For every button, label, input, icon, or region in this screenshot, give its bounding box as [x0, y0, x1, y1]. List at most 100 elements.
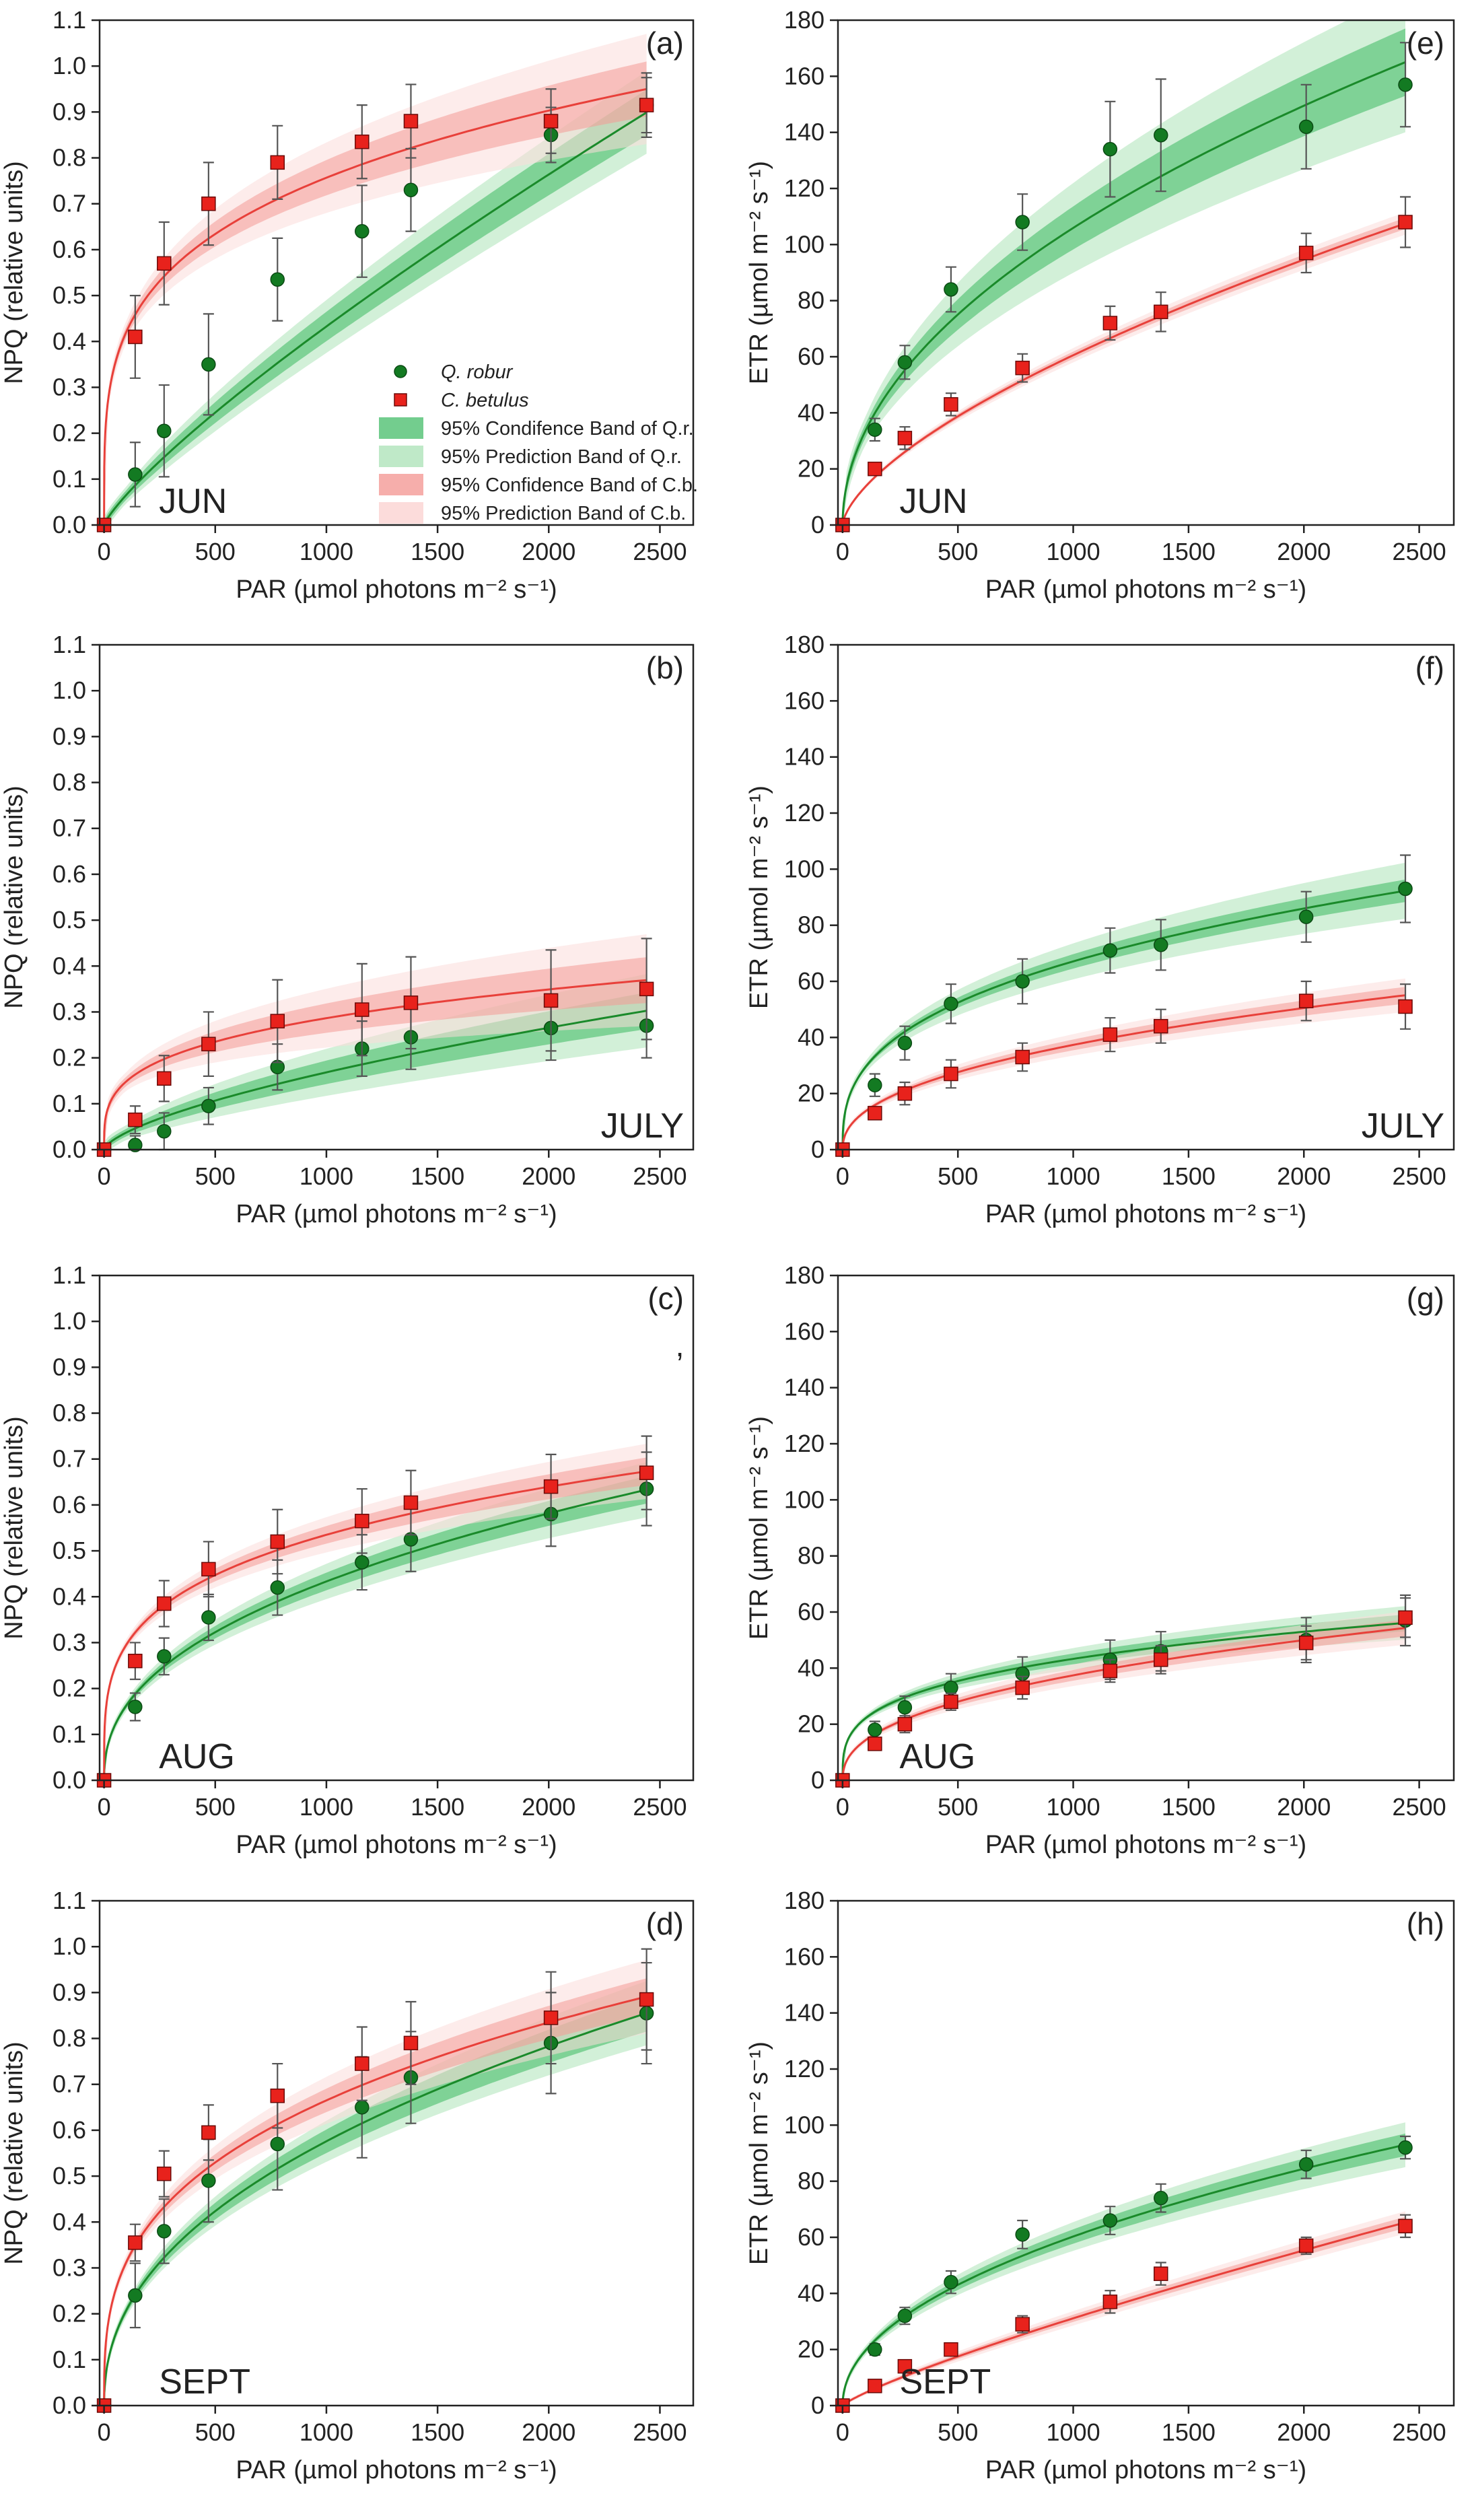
fit-line-qr — [841, 1621, 1406, 1780]
y-tick-label: 1.1 — [52, 1261, 86, 1289]
band-qr-prediction — [842, 862, 1405, 1150]
x-tick-label: 2500 — [1393, 1793, 1446, 1821]
y-tick-label: 20 — [798, 455, 824, 483]
chart-panel-h: 0 20 40 60 80 100 120 140 160 180 0 500 1000 1500 2000… — [745, 1887, 1455, 2484]
y-tick-label: 1.1 — [52, 6, 86, 34]
band-cb-confidence — [842, 2216, 1405, 2406]
legend-swatch-qr-prediction — [379, 446, 423, 467]
band-qr-confidence — [104, 1476, 647, 1780]
x-tick-label: 1500 — [411, 1793, 464, 1821]
x-tick-label: 0 — [98, 1793, 111, 1821]
y-tick-label: 0.8 — [52, 2025, 86, 2052]
legend-swatch-cb-confidence — [379, 474, 423, 495]
point-qr-3 — [944, 1680, 958, 1695]
month-label: AUG — [159, 1737, 235, 1776]
point-cb-2 — [157, 1596, 172, 1611]
band-qr-prediction — [842, 2122, 1405, 2406]
y-tick-label: 0.9 — [52, 1353, 86, 1380]
band-qr-confidence — [842, 2133, 1405, 2406]
point-cb-8 — [1398, 2218, 1413, 2234]
y-tick-label: 40 — [798, 1654, 824, 1681]
point-cb-1 — [128, 329, 143, 345]
point-qr-6 — [1154, 938, 1168, 952]
point-qr-2 — [157, 1649, 172, 1664]
x-axis-title: PAR (µmol photons m⁻² s⁻¹) — [236, 575, 557, 604]
point-cb-5 — [355, 1514, 370, 1529]
x-tick-label: 2500 — [633, 1162, 687, 1190]
x-tick-label: 0 — [836, 538, 849, 565]
plot-area — [841, 862, 1406, 1150]
point-cb-5 — [355, 134, 370, 149]
y-tick-label: 0.8 — [52, 1399, 86, 1427]
y-axis-title: NPQ (relative units) — [0, 161, 28, 384]
band-cb-prediction — [842, 978, 1405, 1150]
y-tick-label: 0.8 — [52, 769, 86, 796]
x-tick-label: 2500 — [633, 538, 687, 565]
y-tick-label: 1.0 — [52, 1307, 86, 1335]
plot-frame — [837, 19, 1455, 526]
y-tick-label: 120 — [784, 2055, 824, 2082]
y-tick-label: 0.5 — [52, 2162, 86, 2190]
y-tick-label: 160 — [784, 62, 824, 90]
y-tick-label: 120 — [784, 799, 824, 827]
point-cb-7 — [543, 1479, 559, 1494]
panel-letter: (g) — [1407, 1281, 1444, 1316]
x-tick-label: 2000 — [522, 538, 575, 565]
x-tick-label: 500 — [938, 538, 978, 565]
point-qr-2 — [897, 1700, 913, 1715]
y-tick-label: 160 — [784, 1943, 824, 1970]
y-tick-label: 0.6 — [52, 1491, 86, 1518]
month-label: JUN — [159, 482, 227, 521]
point-cb-2 — [157, 256, 172, 271]
point-qr-3 — [201, 2173, 216, 2188]
month-label: JUN — [900, 482, 968, 521]
plot-frame — [98, 643, 695, 1151]
y-tick-label: 1.0 — [52, 1932, 86, 1960]
point-cb-2 — [897, 1716, 913, 1732]
y-tick-label: 100 — [784, 1485, 824, 1513]
y-tick-label: 140 — [784, 118, 824, 146]
y-tick-label: 0.3 — [52, 1628, 86, 1656]
point-cb-4 — [1015, 1680, 1030, 1695]
x-tick-label: 1500 — [411, 2418, 464, 2446]
y-tick-label: 40 — [798, 398, 824, 426]
chart-panel-f: 0 20 40 60 80 100 120 140 160 180 0 500 1000 1500 2000… — [745, 631, 1455, 1228]
y-tick-label: 0.0 — [52, 1135, 86, 1163]
point-qr-3 — [201, 1610, 216, 1625]
point-qr-2 — [157, 1123, 172, 1139]
point-cb-2 — [157, 1071, 172, 1086]
y-tick-label: 0.8 — [52, 144, 86, 172]
point-cb-4 — [270, 1534, 285, 1549]
panel-letter: (d) — [646, 1906, 684, 1941]
y-axis-title: ETR (µmol m⁻² s⁻¹) — [745, 785, 773, 1009]
plot-frame — [837, 1274, 1455, 1782]
point-cb-1 — [128, 2235, 143, 2250]
band-cb-confidence — [842, 217, 1405, 525]
chart-panel-a: 0.0 0.1 0.2 0.3 0.4 0.5 0.6 0.7 0.8 0.9 1.0 1.1 0 500… — [0, 6, 698, 604]
month-label: SEPT — [159, 2362, 250, 2402]
y-tick-label: 0.9 — [52, 722, 86, 750]
band-cb-confidence — [104, 1978, 647, 2406]
point-qr-3 — [944, 282, 958, 297]
month-label: JULY — [601, 1107, 684, 1146]
band-qr-prediction — [104, 1462, 647, 1780]
legend-label-cb-confidence: 95% Confidence Band of C.b. — [441, 475, 698, 496]
point-cb-7 — [543, 993, 559, 1008]
point-qr-4 — [1015, 974, 1030, 989]
plot-frame — [98, 19, 695, 526]
chart-panel-e: 0 20 40 60 80 100 120 140 160 180 0 500 1000 1500 2000… — [745, 6, 1455, 604]
x-tick-label: 1000 — [1047, 538, 1100, 565]
y-tick-label: 0.1 — [52, 465, 86, 493]
y-tick-label: 40 — [798, 1023, 824, 1051]
panel-letter: (e) — [1407, 26, 1444, 61]
point-cb-2 — [157, 2166, 172, 2181]
point-cb-6 — [403, 2035, 419, 2051]
legend-swatch-qr-confidence — [379, 417, 423, 439]
point-qr-7 — [1298, 909, 1314, 924]
legend: Q. robur C. betulus 95% Condifence Band of… — [379, 361, 698, 524]
point-qr-4 — [1015, 2227, 1030, 2242]
x-tick-label: 2000 — [522, 2418, 575, 2446]
point-qr-2 — [157, 2224, 172, 2239]
y-tick-label: 1.0 — [52, 676, 86, 704]
plot-area — [103, 34, 647, 525]
